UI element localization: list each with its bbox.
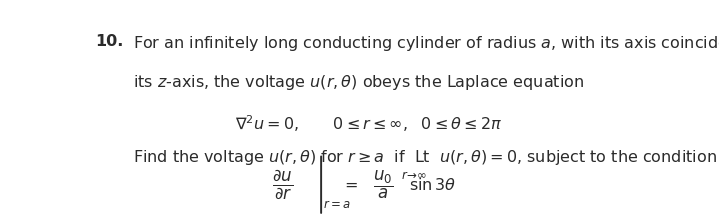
Text: its $z$-axis, the voltage $u(r,\theta)$ obeys the Laplace equation: its $z$-axis, the voltage $u(r,\theta)$ … (133, 73, 585, 93)
Text: Find the voltage $u(r,\theta)$ for $r \geq a$  if  Lt  $u(r,\theta) = 0$, subjec: Find the voltage $u(r,\theta)$ for $r \g… (133, 148, 718, 167)
Text: $\dfrac{\partial u}{\partial r}$: $\dfrac{\partial u}{\partial r}$ (272, 168, 293, 201)
Text: 10.: 10. (96, 34, 124, 49)
Text: $r\!\to\!\infty$: $r\!\to\!\infty$ (401, 169, 427, 182)
Text: $\sin 3\theta$: $\sin 3\theta$ (408, 177, 456, 193)
Text: For an infinitely long conducting cylinder of radius $a$, with its axis coincide: For an infinitely long conducting cylind… (133, 34, 719, 53)
Text: $\nabla^2 u = 0, \qquad 0 \leq r \leq \infty,\ \ 0 \leq \theta \leq 2\pi$: $\nabla^2 u = 0, \qquad 0 \leq r \leq \i… (235, 113, 502, 134)
Text: $=$: $=$ (341, 177, 357, 192)
Text: $\dfrac{u_0}{a}$: $\dfrac{u_0}{a}$ (373, 169, 394, 201)
Text: $r=a$: $r=a$ (323, 198, 350, 211)
